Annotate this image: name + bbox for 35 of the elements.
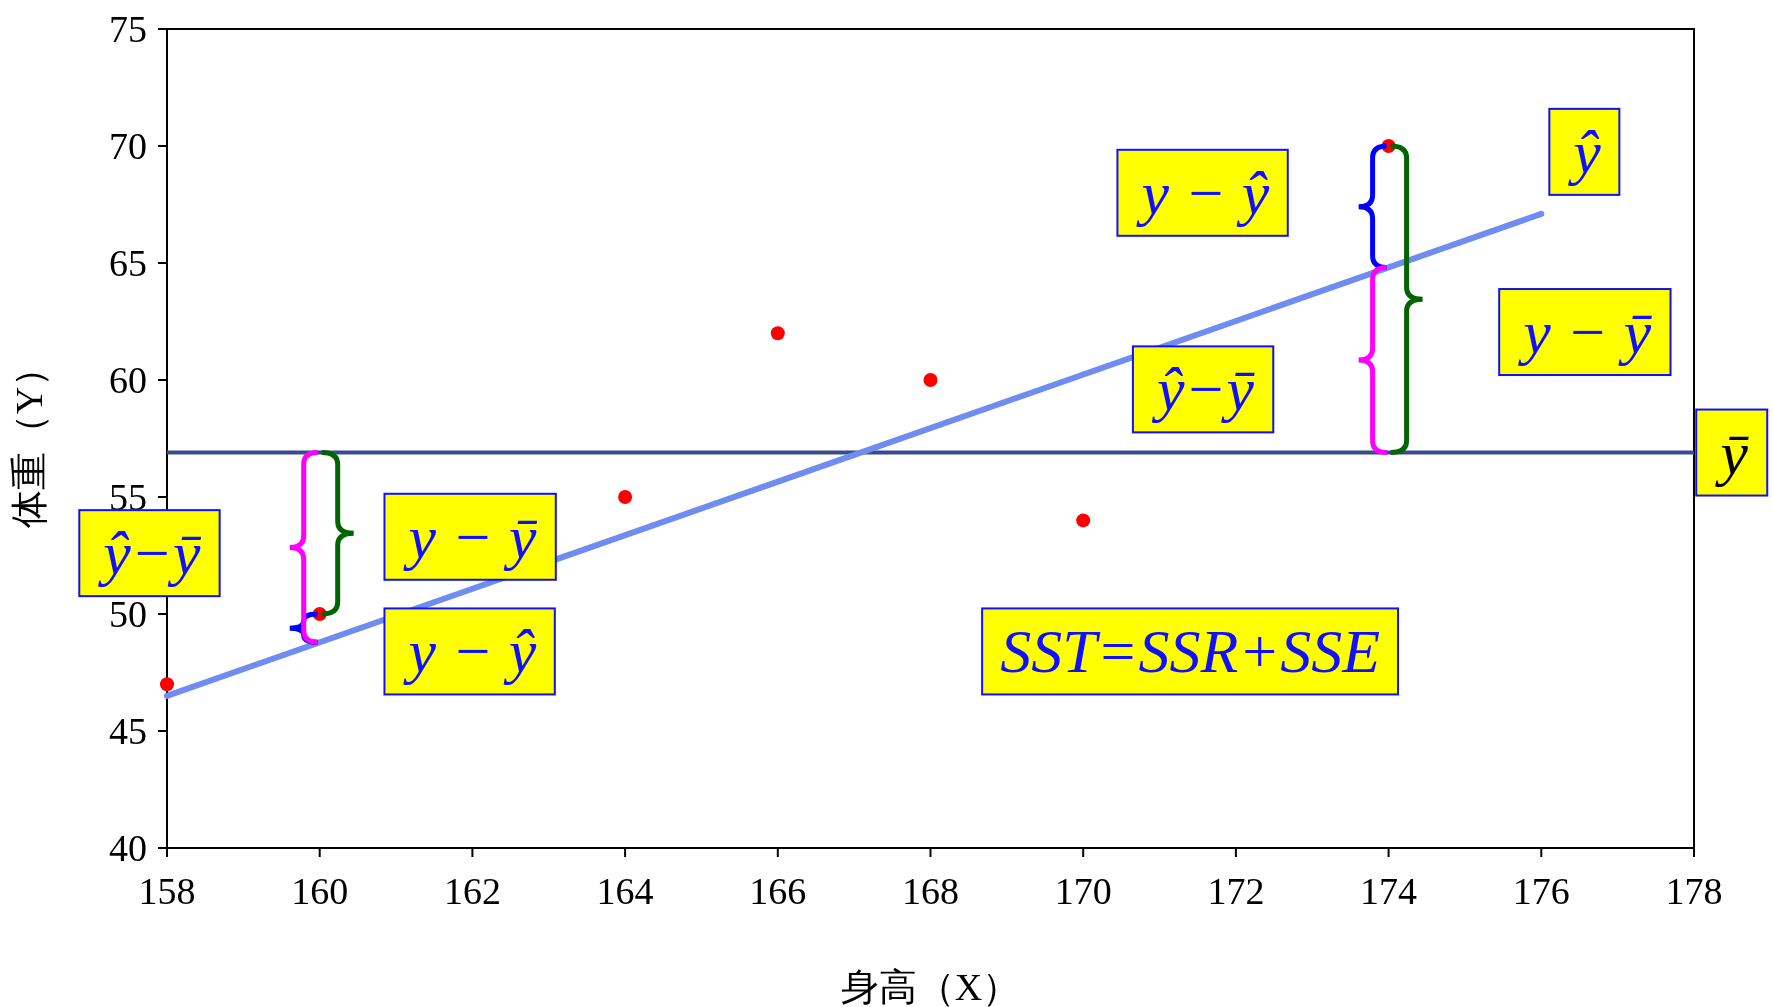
annotation: y − ȳ [402, 502, 538, 571]
y-tick-label: 60 [109, 359, 147, 401]
y-tick-label: 65 [109, 242, 147, 284]
annotation: y − ŷ [1135, 158, 1270, 227]
x-tick-label: 174 [1360, 870, 1418, 912]
point [923, 373, 938, 387]
x-tick-label: 172 [1207, 870, 1265, 912]
point [160, 677, 174, 692]
x-tick-label: 170 [1054, 870, 1112, 912]
x-tick-label: 158 [138, 870, 196, 912]
annotation: ŷ [1567, 117, 1602, 186]
point [770, 326, 785, 341]
y-tick-label: 55 [109, 476, 147, 518]
x-axis-title: 身高（X） [840, 966, 1021, 1007]
point [1076, 513, 1091, 528]
y-tick-label: 70 [109, 125, 147, 167]
y-tick-label: 50 [109, 593, 147, 635]
x-tick-label: 164 [596, 870, 654, 912]
x-tick-label: 176 [1512, 870, 1570, 912]
annotation: ŷ−ȳ [97, 519, 202, 588]
x-tick-label: 178 [1665, 870, 1723, 912]
annotation: SST=SSR+SSE [1000, 617, 1381, 686]
x-tick-label: 162 [443, 870, 501, 912]
x-tick-label: 168 [902, 870, 959, 912]
point [618, 490, 633, 504]
y-tick-label: 40 [109, 827, 147, 869]
y-axis-title: 体重（Y） [8, 348, 50, 529]
y-tick-label: 45 [109, 710, 147, 752]
x-tick-label: 160 [291, 870, 349, 912]
y-tick-label: 75 [109, 8, 147, 50]
annotation: y − ŷ [402, 617, 537, 686]
annotation: ŷ−ȳ [1150, 355, 1256, 424]
ref-line-label: ȳ [1714, 418, 1750, 487]
annotation: y − ȳ [1517, 298, 1653, 367]
x-tick-label: 166 [749, 870, 807, 912]
